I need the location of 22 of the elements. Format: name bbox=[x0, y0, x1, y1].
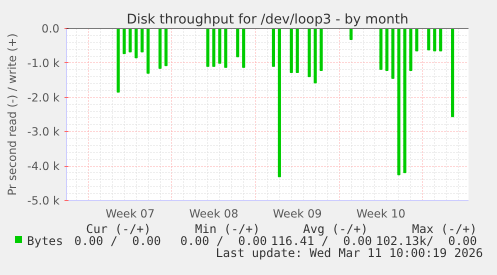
text: Last update: Wed Mar 11 10:00:19 2026 bbox=[216, 246, 483, 262]
y-tick-label: -5.0 k bbox=[27, 194, 60, 208]
x-tick-label: Week 09 bbox=[272, 206, 322, 220]
text: 0.00 / 0.00 bbox=[180, 234, 267, 248]
y-tick-label: -2.0 k bbox=[27, 90, 60, 104]
y-tick-label: -4.0 k bbox=[27, 159, 60, 174]
y-tick-label: -3.0 k bbox=[27, 124, 60, 139]
text: 0.00 / 0.00 bbox=[74, 234, 161, 250]
y-tick-label: 0.0 bbox=[41, 22, 60, 36]
text: 116.41 / 0.00 bbox=[270, 234, 372, 248]
legend-label: Bytes bbox=[27, 233, 64, 250]
x-tick-label: Week 07 bbox=[106, 206, 155, 220]
text: Max (-/+) bbox=[412, 221, 477, 236]
y-tick-label: -1.0 k bbox=[27, 56, 60, 70]
chart-title: Disk throughput for /dev/loop3 - by month bbox=[126, 12, 408, 28]
text: 102.13k/ 0.00 bbox=[376, 234, 477, 248]
text: Avg (-/+) bbox=[302, 221, 368, 236]
x-tick-label: Week 10 bbox=[356, 206, 406, 220]
x-tick-label: Week 08 bbox=[189, 206, 238, 220]
y-axis-title: Pr second read (-) / write (+) bbox=[5, 33, 20, 196]
text: Min (-/+) bbox=[194, 221, 260, 236]
text: Cur (-/+) bbox=[86, 221, 151, 236]
